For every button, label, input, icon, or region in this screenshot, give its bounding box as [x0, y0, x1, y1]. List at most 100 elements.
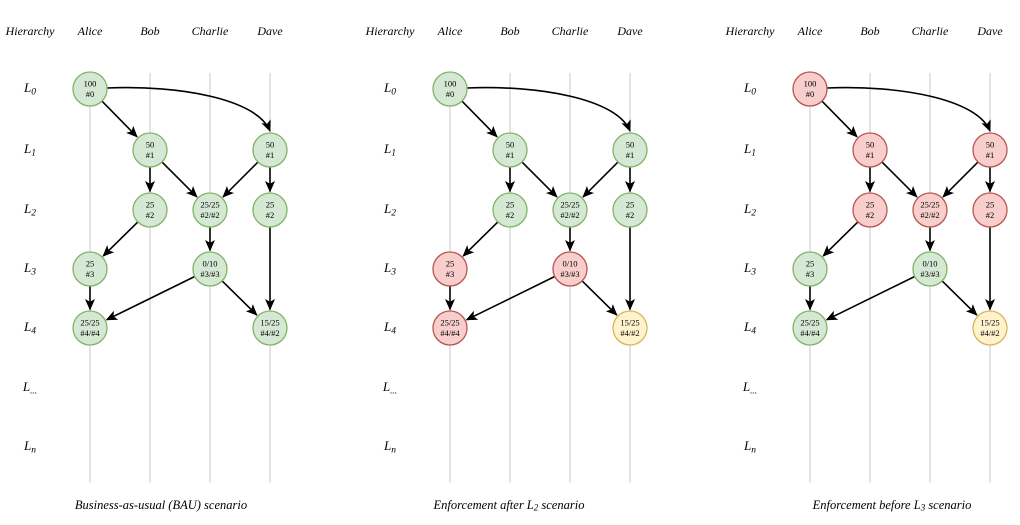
node-rank: #1: [866, 150, 875, 160]
node-rank: #2: [986, 210, 995, 220]
node-value: 50: [866, 139, 875, 149]
node-dave-l2-red: 25#2: [972, 192, 1008, 228]
column-label-bob: Bob: [140, 24, 159, 38]
node-bob-l2-green: 25#2: [492, 192, 528, 228]
node-rank: #2: [626, 210, 635, 220]
node-value: 15/25: [980, 317, 999, 327]
node-rank: #3: [86, 269, 95, 279]
node-circle-charlie-l3: [192, 251, 228, 287]
node-circle-alice-l0: [72, 71, 108, 107]
edge-alice-l0-to-bob-l1: [461, 100, 498, 138]
node-rank: #3/#3: [920, 269, 939, 279]
node-rank: #4/#4: [80, 328, 100, 338]
node-circle-charlie-l2: [192, 192, 228, 228]
node-circle-charlie-l3: [912, 251, 948, 287]
node-value: 0/10: [562, 258, 577, 268]
node-dave-l1-red: 50#1: [972, 132, 1008, 168]
node-dave-l2-green: 25#2: [612, 192, 648, 228]
node-circle-bob-l2: [132, 192, 168, 228]
node-rank: #4/#2: [260, 328, 279, 338]
level-label-l...: L...: [382, 379, 397, 397]
node-circle-alice-l4: [792, 310, 828, 346]
node-circle-alice-l0: [792, 71, 828, 107]
node-bob-l2-green: 25#2: [132, 192, 168, 228]
column-label-bob: Bob: [860, 24, 879, 38]
node-rank: #3/#3: [200, 269, 219, 279]
column-label-bob: Bob: [500, 24, 519, 38]
node-rank: #2: [866, 210, 875, 220]
edge-alice-l0-to-bob-l1: [821, 100, 858, 138]
edge-bob-l1-to-charlie-l2: [881, 161, 918, 198]
level-label-l2: L2: [743, 201, 756, 219]
node-circle-bob-l2: [492, 192, 528, 228]
node-rank: #4/#4: [800, 328, 820, 338]
diagram-enforcement-before-l3: Hierarchy Alice Bob Charlie Dave L0 L1 L2 L3 L4 L.…: [725, 24, 1008, 513]
node-circle-alice-l3: [432, 251, 468, 287]
node-value: 25: [806, 258, 815, 268]
node-value: 15/25: [620, 317, 639, 327]
node-circle-alice-l4: [432, 310, 468, 346]
node-rank: #4/#2: [620, 328, 639, 338]
node-alice-l3-green: 25#3: [72, 251, 108, 287]
caption-enforcement-after-l2: Enforcement after L2 scenario: [433, 498, 585, 513]
hierarchy-label: Hierarchy: [5, 24, 56, 38]
node-rank: #4/#2: [980, 328, 999, 338]
level-label-l3: L3: [743, 260, 756, 278]
node-circle-bob-l1: [852, 132, 888, 168]
node-dave-l4-green: 15/25#4/#2: [252, 310, 288, 346]
level-label-l2: L2: [383, 201, 396, 219]
column-label-alice: Alice: [437, 24, 463, 38]
node-rank: #2: [146, 210, 155, 220]
node-circle-charlie-l2: [552, 192, 588, 228]
node-dave-l2-green: 25#2: [252, 192, 288, 228]
node-charlie-l3-green: 0/10#3/#3: [192, 251, 228, 287]
node-circle-dave-l2: [252, 192, 288, 228]
node-bob-l1-red: 50#1: [852, 132, 888, 168]
node-alice-l4-green: 25/25#4/#4: [72, 310, 108, 346]
edge-bob-l2-to-alice-l3: [822, 221, 859, 257]
node-charlie-l2-green: 25/25#2/#2: [552, 192, 588, 228]
node-rank: #1: [266, 150, 275, 160]
edge-bob-l2-to-alice-l3: [102, 221, 139, 257]
level-label-l1: L1: [743, 141, 756, 159]
node-circle-alice-l0: [432, 71, 468, 107]
node-alice-l4-red: 25/25#4/#4: [432, 310, 468, 346]
node-rank: #3: [806, 269, 815, 279]
node-circle-dave-l4: [252, 310, 288, 346]
diagram-bau: Hierarchy Alice Bob Charlie Dave L0 L1 L2 L3 L4 L.…: [5, 24, 288, 512]
node-value: 50: [986, 139, 995, 149]
node-value: 25: [86, 258, 95, 268]
edge-alice-l0-to-bob-l1: [101, 100, 138, 138]
node-circle-charlie-l2: [912, 192, 948, 228]
edge-bob-l2-to-alice-l3: [462, 221, 499, 257]
edge-alice-l0-to-dave-l1: [106, 86, 271, 132]
node-rank: #0: [446, 89, 455, 99]
node-value: 25/25: [800, 317, 819, 327]
node-value: 100: [444, 78, 457, 88]
node-rank: #2/#2: [200, 210, 219, 220]
node-alice-l3-green: 25#3: [792, 251, 828, 287]
node-value: 100: [84, 78, 97, 88]
level-label-l1: L1: [23, 141, 36, 159]
node-value: 50: [506, 139, 515, 149]
node-circle-dave-l2: [972, 192, 1008, 228]
node-circle-alice-l3: [72, 251, 108, 287]
caption-enforcement-before-l3: Enforcement before L3 scenario: [812, 498, 972, 513]
node-bob-l1-green: 50#1: [492, 132, 528, 168]
node-circle-bob-l2: [852, 192, 888, 228]
node-alice-l0-green: 100#0: [72, 71, 108, 107]
node-charlie-l2-green: 25/25#2/#2: [192, 192, 228, 228]
node-rank: #2/#2: [920, 210, 939, 220]
edge-bob-l1-to-charlie-l2: [161, 161, 198, 198]
node-value: 25: [506, 199, 515, 209]
node-value: 25: [446, 258, 455, 268]
level-label-l...: L...: [22, 379, 37, 397]
column-label-dave: Dave: [256, 24, 283, 38]
level-label-l3: L3: [23, 260, 36, 278]
level-label-ln: Ln: [383, 438, 396, 456]
node-charlie-l2-red: 25/25#2/#2: [912, 192, 948, 228]
node-value: 50: [146, 139, 155, 149]
node-rank: #3: [446, 269, 455, 279]
node-value: 25/25: [560, 199, 579, 209]
